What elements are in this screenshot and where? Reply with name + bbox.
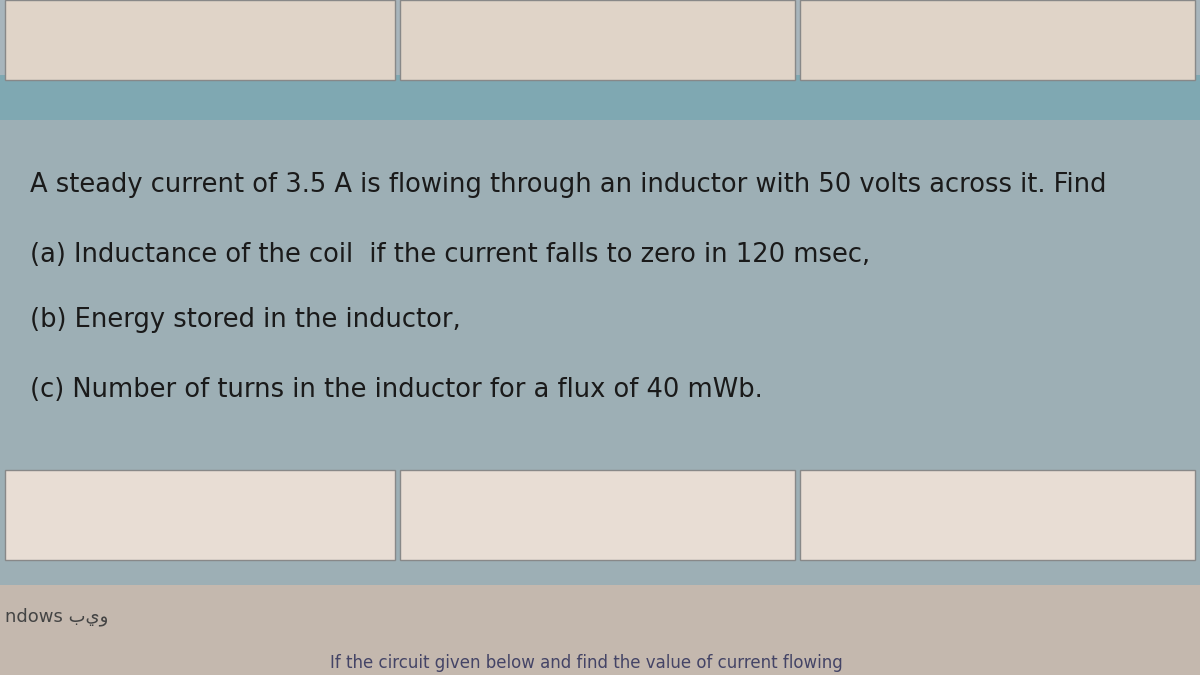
Bar (5, 0, 395, 80)
Text: If the circuit given below and find the value of current flowing: If the circuit given below and find the … (330, 654, 842, 672)
Text: (b) Energy stored in the inductor,: (b) Energy stored in the inductor, (30, 307, 461, 333)
Text: (c) Number of turns in the inductor for a flux of 40 mWb.: (c) Number of turns in the inductor for … (30, 377, 763, 403)
Bar (5, 470, 395, 560)
Bar (800, 470, 1195, 560)
Bar (0, 0, 1200, 75)
Text: (a) Inductance of the coil  if the current falls to zero in 120 msec,: (a) Inductance of the coil if the curren… (30, 242, 870, 268)
Bar (0, 585, 1200, 675)
Text: A steady current of 3.5 A is flowing through an inductor with 50 volts across it: A steady current of 3.5 A is flowing thr… (30, 172, 1106, 198)
Bar (0, 75, 1200, 120)
Bar (0, 95, 1200, 585)
Text: ndows بيو: ndows بيو (5, 608, 108, 626)
Bar (800, 0, 1195, 80)
Bar (400, 0, 796, 80)
Bar (400, 470, 796, 560)
